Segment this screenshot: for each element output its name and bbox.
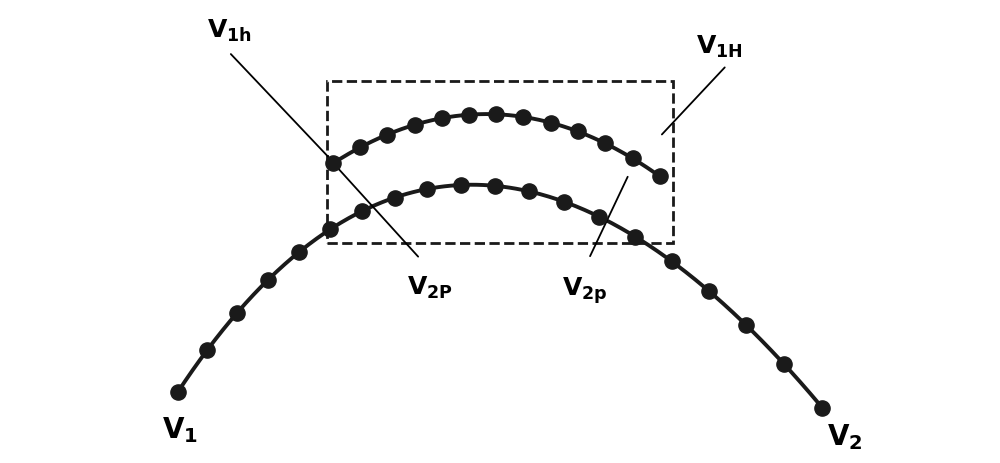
Point [591, 214, 607, 221]
Text: $\mathbf{V_{2P}}$: $\mathbf{V_{2P}}$ [407, 275, 453, 301]
Point [325, 160, 341, 168]
Point [738, 321, 754, 329]
Point [434, 115, 450, 123]
Point [354, 208, 370, 215]
Point [664, 258, 680, 265]
Point [627, 233, 643, 241]
Point [379, 131, 395, 139]
Point [814, 404, 830, 412]
Text: $\mathbf{V_2}$: $\mathbf{V_2}$ [827, 421, 862, 450]
Point [487, 183, 503, 190]
Point [461, 112, 477, 119]
Point [199, 346, 215, 354]
Point [597, 140, 613, 148]
Point [170, 388, 186, 396]
Point [701, 288, 717, 295]
Point [521, 188, 537, 196]
Point [260, 277, 276, 284]
Point [387, 194, 403, 202]
Point [352, 144, 368, 152]
Point [488, 111, 504, 119]
Point [652, 173, 668, 181]
Point [229, 309, 245, 317]
Point [322, 226, 338, 233]
Point [453, 182, 469, 189]
Text: $\mathbf{V_{1H}}$: $\mathbf{V_{1H}}$ [696, 33, 742, 60]
Text: $\mathbf{V_{1h}}$: $\mathbf{V_{1h}}$ [207, 18, 252, 44]
Point [776, 360, 792, 368]
Bar [327, 82, 673, 244]
Point [556, 199, 572, 206]
Point [543, 120, 559, 127]
Point [625, 156, 641, 163]
Text: $\mathbf{V_1}$: $\mathbf{V_1}$ [162, 414, 198, 444]
Point [515, 114, 531, 121]
Point [570, 129, 586, 136]
Point [291, 249, 307, 257]
Point [419, 186, 435, 193]
Text: $\mathbf{V_{2p}}$: $\mathbf{V_{2p}}$ [562, 275, 608, 305]
Point [407, 122, 423, 129]
